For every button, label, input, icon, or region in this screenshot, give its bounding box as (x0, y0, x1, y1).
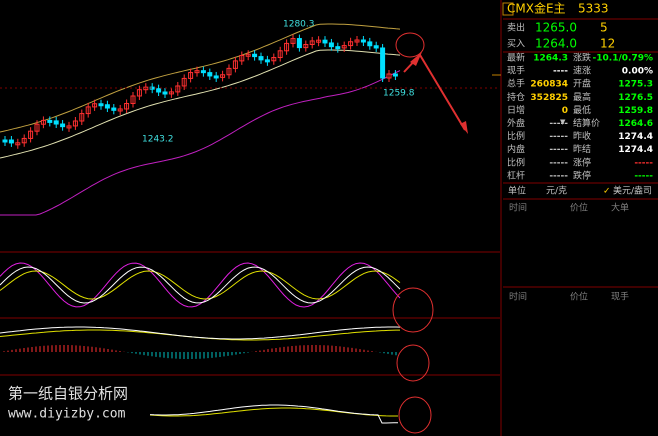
vol-line-2 (149, 407, 398, 417)
lower-band (0, 70, 401, 216)
kdj-k (0, 266, 401, 304)
stat-label: 外盘 (507, 117, 525, 129)
stat-value: 1264.3 (533, 54, 568, 64)
symbol-title: CMX金E主 (507, 1, 566, 16)
watermark-url: www.diyizby.com (8, 407, 126, 422)
price-annotation: 1243.2 (142, 135, 174, 145)
stat-value: ----- (634, 171, 653, 181)
stat-value: 1274.4 (618, 132, 653, 142)
stat-value: 1264.6 (618, 119, 653, 129)
stat-label: 比例 (507, 130, 525, 142)
symbol-code: 5333 (578, 2, 609, 16)
stat-label: 开盘 (573, 78, 591, 90)
dropdown-icon[interactable]: ▼ (560, 118, 566, 126)
quote-price: 1265.0 (535, 21, 577, 35)
quote-label: 卖出 (507, 22, 525, 34)
highlight-circle (395, 32, 425, 58)
stat-value: ----- (634, 158, 653, 168)
macd-dea (0, 329, 400, 341)
tab-box (502, 2, 514, 16)
stat-label: 最高 (573, 91, 591, 103)
stat-value: 352825 (530, 93, 568, 103)
unit-check[interactable]: ✓ (603, 187, 611, 197)
trade-header: 价位 (570, 202, 588, 214)
quote-volume: 12 (600, 37, 615, 51)
kdj-j (0, 262, 401, 308)
macd-dif (0, 326, 401, 340)
stat-value: 1275.3 (618, 80, 653, 90)
stat-label: 昨结 (573, 143, 591, 155)
stat-value: ----- (549, 145, 568, 155)
stat-value: 1274.4 (618, 145, 653, 155)
stat-value: ----- (549, 132, 568, 142)
trade-header: 现手 (611, 291, 629, 303)
stat-label: 最新 (507, 52, 525, 64)
trade-header: 时间 (509, 291, 527, 303)
middle-band (0, 49, 401, 159)
trade-header: 大单 (611, 202, 629, 214)
stat-label: 总手 (507, 78, 525, 90)
unit-label: 单位 (508, 185, 526, 197)
stat-label: 现手 (507, 65, 525, 77)
stat-value: ----- (549, 158, 568, 168)
highlight-circle (396, 344, 430, 382)
stat-label: 结算价 (573, 117, 600, 129)
price-annotation: 1280.3 (283, 20, 315, 30)
unit-value: 元/克 (546, 186, 567, 197)
trade-header: 时间 (509, 202, 527, 214)
stat-label: 跌停 (573, 169, 591, 181)
stat-label: 比例 (507, 156, 525, 168)
stat-value: 0 (562, 106, 568, 116)
stat-label: 涨跌 (573, 53, 591, 64)
stat-value: ----- (549, 119, 568, 129)
stat-value: ----- (549, 171, 568, 181)
vol-line (149, 404, 399, 424)
unit-option[interactable]: 美元/盎司 (613, 185, 652, 197)
stat-value: 260834 (530, 80, 568, 90)
price-annotation: 1259.8 (383, 89, 415, 99)
stat-label: 最低 (573, 104, 591, 116)
quote-volume: 5 (600, 21, 608, 35)
arrow-head (410, 52, 422, 66)
arrow-head (460, 121, 468, 134)
stat-label: 涨停 (573, 156, 591, 168)
quote-label: 买入 (507, 39, 525, 50)
stat-value: 0.00% (622, 67, 653, 77)
trade-header: 价位 (570, 291, 588, 303)
stat-label: 杠杆 (507, 169, 525, 181)
stat-label: 日增 (507, 104, 525, 116)
watermark-title: 第一纸自银分析网 (8, 385, 128, 403)
stat-value: 1276.5 (618, 93, 653, 103)
upper-band (0, 23, 401, 133)
kdj-d (0, 270, 401, 300)
stat-label: 昨收 (573, 130, 591, 142)
stat-label: 速涨 (573, 66, 591, 77)
highlight-circle (392, 287, 434, 333)
stat-value: ---- (553, 67, 568, 77)
quote-price: 1264.0 (535, 37, 577, 51)
highlight-circle (398, 396, 432, 434)
stat-value: 1259.8 (618, 106, 653, 116)
stat-label: 持仓 (507, 91, 525, 103)
stat-label: 内盘 (507, 143, 525, 155)
stat-value: -10.1/0.79% (593, 54, 653, 64)
